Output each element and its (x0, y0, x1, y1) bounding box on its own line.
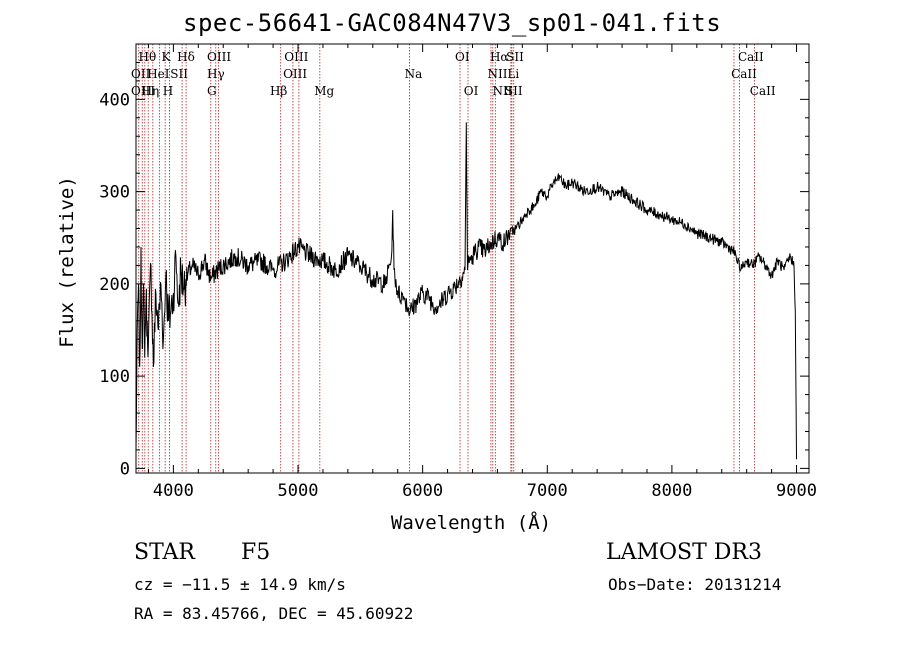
line-label: OIII (283, 67, 307, 81)
object-subclass: F5 (241, 540, 271, 565)
x-tick-label: 9000 (776, 481, 817, 501)
line-label: Hδ (177, 50, 195, 64)
line-label: H (163, 84, 173, 98)
line-label: OI (464, 84, 479, 98)
line-label: OIII (284, 50, 308, 64)
line-label: Hθ (138, 50, 156, 64)
y-tick-label: 200 (99, 275, 130, 295)
x-axis-label: Wavelength (Å) (391, 511, 551, 534)
x-tick-label: 5000 (278, 481, 319, 501)
x-tick-label: 7000 (527, 481, 568, 501)
x-tick-label: 6000 (402, 481, 443, 501)
line-label: Mg (314, 84, 334, 98)
line-label: Hβ (270, 84, 287, 98)
y-tick-label: 0 (120, 459, 130, 479)
line-label: SII (505, 84, 523, 98)
observation-date: Obs−Date: 20131214 (608, 575, 782, 594)
line-label: Na (405, 67, 423, 81)
chart-title: spec-56641-GAC084N47V3_sp01-041.fits (183, 9, 722, 37)
line-label: Hη (142, 84, 160, 98)
y-tick-label: 300 (99, 183, 130, 203)
survey-name: LAMOST DR3 (606, 540, 762, 565)
spectrum-series (135, 122, 797, 460)
line-label: CaII (738, 50, 764, 64)
line-label: Hα (490, 50, 509, 64)
line-label: Li (507, 67, 519, 81)
object-class: STAR (134, 540, 195, 565)
axis-ticks: 4000 5000 6000 7000 8000 9000 0 100 200 300 400 (99, 44, 817, 501)
x-tick-label: 8000 (651, 481, 692, 501)
x-tick-label: 4000 (153, 481, 194, 501)
line-label: SII (506, 50, 524, 64)
line-label: G (207, 84, 217, 98)
y-tick-label: 400 (99, 90, 130, 110)
line-label: OIII (131, 84, 155, 98)
line-label: SII (170, 67, 188, 81)
line-label: OIII (207, 50, 231, 64)
line-label: K (162, 50, 172, 64)
y-tick-label: 100 (99, 367, 130, 387)
coordinates: RA = 83.45766, DEC = 45.60922 (134, 604, 414, 623)
redshift-velocity: cz = −11.5 ± 14.9 km/s (134, 575, 346, 594)
line-label: HeI (147, 67, 170, 81)
line-label: NII (492, 84, 512, 98)
line-label: CaII (731, 67, 757, 81)
line-label: OII (131, 67, 151, 81)
line-label: Hγ (207, 67, 225, 81)
line-label: NII (487, 67, 507, 81)
line-label: OI (455, 50, 470, 64)
line-label: CaII (750, 84, 776, 98)
y-axis-label: Flux (relative) (56, 176, 78, 348)
spectrum-line (135, 122, 797, 460)
